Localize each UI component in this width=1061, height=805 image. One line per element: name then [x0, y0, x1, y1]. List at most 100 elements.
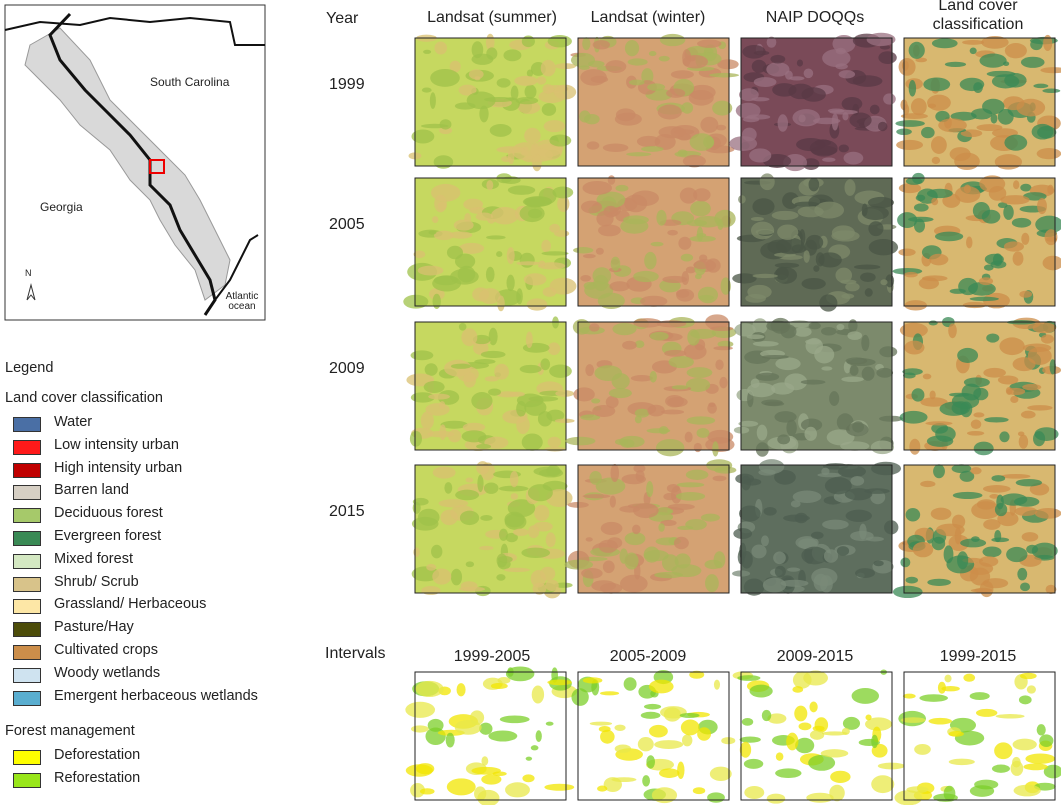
tile-patch [501, 156, 512, 162]
tile-patch [788, 84, 813, 99]
tile-patch [671, 70, 694, 79]
image-tile [412, 461, 573, 598]
tile-patch [751, 217, 764, 221]
tile-patch [866, 537, 884, 542]
tile-patch [715, 359, 723, 369]
tile-patch [628, 58, 648, 65]
tile-patch [1003, 205, 1013, 220]
tile-patch [573, 387, 594, 401]
tile-patch [1014, 497, 1039, 507]
tile-patch [544, 120, 565, 132]
tile-patch [538, 411, 552, 426]
tile-patch [994, 742, 1012, 759]
tile-patch [619, 506, 639, 513]
tile-patch [549, 224, 560, 233]
tile-patch [434, 155, 454, 169]
tile-patch [776, 752, 784, 761]
tile-patch [415, 681, 443, 697]
tile-patch [1022, 384, 1041, 390]
tile-patch [982, 99, 1004, 115]
tile-patch [682, 734, 692, 746]
tile-patch [555, 63, 576, 69]
tile-patch [537, 76, 547, 84]
tile-patch [929, 320, 938, 325]
tile-patch [781, 324, 797, 338]
legend-label: Deciduous forest [54, 505, 163, 521]
tile-patch [1018, 431, 1025, 436]
tile-patch [927, 435, 953, 446]
tile-patch [970, 48, 977, 55]
tile-patch [680, 713, 700, 718]
tile-patch [1043, 35, 1052, 51]
tile-patch [405, 702, 435, 718]
tile-patch [920, 481, 935, 487]
tile-patch [809, 702, 817, 713]
tile-patch [597, 786, 607, 792]
tile-patch [428, 394, 450, 400]
tile-patch [662, 276, 687, 283]
tile-patch [921, 127, 935, 138]
tile-patch [633, 464, 645, 472]
tile-patch [766, 62, 789, 77]
tile-patch [710, 326, 733, 331]
tile-patch [1033, 323, 1057, 334]
tile-patch [974, 442, 994, 456]
tile-patch [677, 526, 693, 530]
tile-patch [544, 784, 574, 791]
tile-patch [432, 294, 440, 309]
tile-patch [992, 765, 1010, 773]
tile-patch [960, 78, 985, 91]
year-label: 2005 [329, 216, 365, 234]
tile-patch [957, 348, 978, 363]
tile-patch [837, 324, 845, 330]
image-tile [893, 464, 1061, 598]
tile-patch [740, 736, 761, 742]
legend-label: Pasture/Hay [54, 619, 134, 635]
tile-patch [791, 500, 801, 507]
image-tile [894, 672, 1061, 805]
tile-patch [775, 768, 801, 778]
tile-patch [739, 506, 761, 522]
tile-patch [761, 535, 769, 546]
tile-patch [660, 34, 685, 46]
tile-patch [649, 725, 668, 738]
tile-patch [817, 473, 842, 478]
tile-patch [474, 359, 495, 364]
tile-patch [583, 677, 603, 683]
tile-patch [839, 144, 849, 152]
tile-patch [845, 179, 856, 196]
tile-patch [524, 273, 547, 285]
tile-patch [644, 704, 661, 710]
tile-patch [810, 140, 838, 157]
tile-patch [760, 173, 775, 190]
tile-patch [668, 356, 693, 368]
tile-patch [659, 56, 670, 62]
tile-patch [601, 522, 623, 535]
legend-label: Reforestation [54, 770, 140, 786]
tile-patch [545, 580, 559, 591]
tile-patch [525, 85, 537, 99]
tile-patch [418, 509, 440, 526]
tile-patch [461, 581, 478, 591]
tile-patch [771, 382, 794, 394]
tile-patch [536, 730, 542, 742]
tile-patch [581, 568, 602, 579]
tile-patch [832, 113, 839, 130]
tile-patch [632, 525, 641, 534]
tile-patch [447, 778, 476, 795]
tile-patch [845, 282, 859, 291]
tile-patch [809, 322, 821, 329]
legend-label: Cultivated crops [54, 642, 158, 658]
tile-patch [999, 337, 1024, 355]
tile-patch [830, 771, 850, 783]
tile-patch [625, 532, 646, 545]
tile-patch [466, 561, 474, 567]
tile-patch [1020, 673, 1037, 679]
image-tile [564, 459, 736, 593]
tile-patch [444, 482, 452, 494]
tile-patch [762, 710, 771, 721]
tile-patch [599, 540, 618, 553]
year-label: 2009 [329, 360, 365, 378]
tile-patch [1001, 474, 1031, 479]
tile-patch [546, 532, 556, 547]
